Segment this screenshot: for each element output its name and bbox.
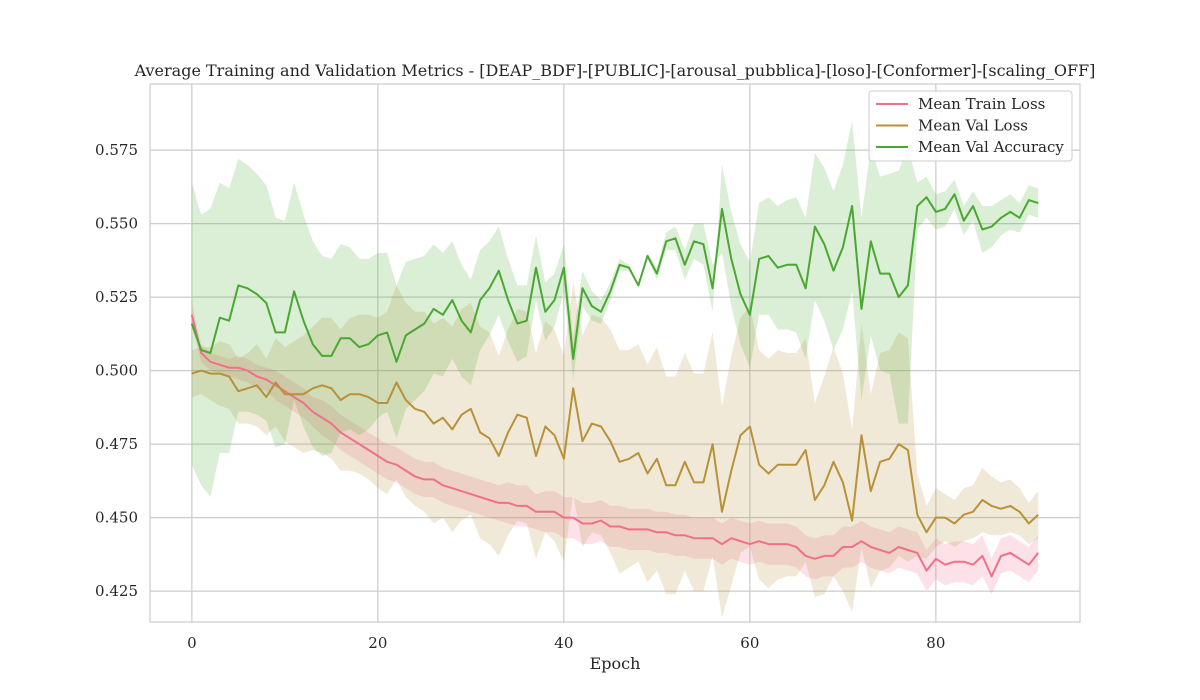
plot-frame	[149, 83, 1081, 623]
y-tick-label: 0.525	[95, 288, 138, 306]
x-tick-label: 20	[368, 634, 387, 652]
x-tick-label: 0	[187, 634, 197, 652]
mean-val-accuracy-line	[190, 193, 1039, 363]
chart-title: Average Training and Validation Metrics …	[134, 61, 1096, 80]
legend: Mean Train Loss Mean Val Loss Mean Val Acc…	[868, 90, 1073, 162]
series-lines	[190, 193, 1039, 578]
legend-label: Mean Val Loss	[918, 117, 1028, 135]
mean-train-loss-band	[191, 303, 1039, 595]
y-tick-label: 0.575	[95, 141, 138, 159]
mean-val-accuracy-band	[191, 120, 1039, 498]
grid	[150, 84, 1080, 622]
x-tick-label: 80	[926, 634, 945, 652]
y-tick-label: 0.475	[95, 435, 138, 453]
mean-val-loss-line	[191, 369, 1039, 534]
y-tick-label: 0.425	[95, 582, 138, 600]
legend-label: Mean Val Accuracy	[918, 138, 1064, 156]
x-axis-label: Epoch	[590, 654, 641, 673]
tick-labels: 0 20 40 60 80 0.425 0.450 0.475 0.500 0.525 0.550 0…	[95, 141, 945, 652]
legend-box	[868, 90, 1073, 162]
x-tick-label: 60	[740, 634, 759, 652]
mean-train-loss-line	[190, 314, 1039, 578]
x-tick-label: 40	[554, 634, 573, 652]
y-tick-label: 0.500	[95, 362, 138, 380]
y-tick-label: 0.450	[95, 509, 138, 527]
y-tick-label: 0.550	[95, 215, 138, 233]
legend-label: Mean Train Loss	[918, 95, 1045, 113]
